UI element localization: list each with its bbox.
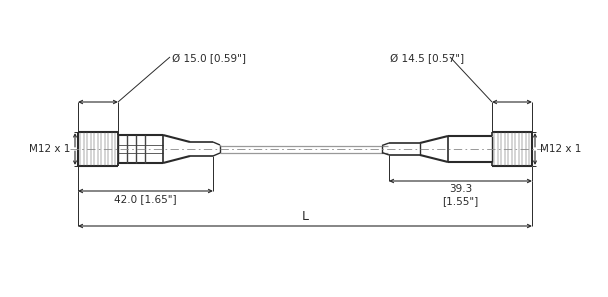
Text: M12 x 1: M12 x 1 <box>29 144 70 154</box>
Text: M12 x 1: M12 x 1 <box>540 144 581 154</box>
Text: L: L <box>302 210 308 223</box>
Text: 42.0 [1.65"]: 42.0 [1.65"] <box>114 194 177 204</box>
Text: 39.3
[1.55"]: 39.3 [1.55"] <box>443 184 478 206</box>
Text: Ø 14.5 [0.57"]: Ø 14.5 [0.57"] <box>390 54 464 64</box>
Text: Ø 15.0 [0.59"]: Ø 15.0 [0.59"] <box>172 54 246 64</box>
